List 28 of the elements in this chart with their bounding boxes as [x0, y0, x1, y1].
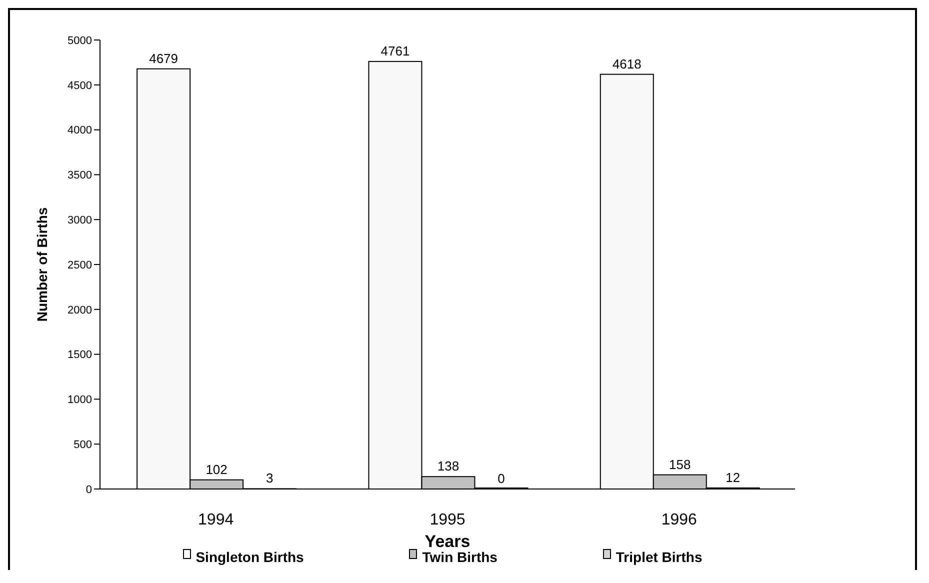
- data-label: 12: [726, 470, 740, 485]
- data-label: 102: [206, 462, 228, 477]
- y-tick-label: 1500: [68, 349, 92, 362]
- y-tick-label: 2500: [68, 259, 92, 272]
- data-label: 3: [266, 470, 274, 486]
- y-axis-title: Number of Births: [34, 207, 50, 322]
- x-axis-title: Years: [424, 532, 470, 551]
- y-tick-label: 4000: [68, 124, 92, 137]
- y-tick-label: 3000: [68, 214, 92, 227]
- data-label: 4761: [380, 43, 410, 58]
- data-label: 138: [437, 458, 460, 474]
- data-label: 158: [669, 456, 691, 472]
- data-label: 4679: [149, 50, 178, 66]
- legend-label: Singleton Births: [194, 549, 304, 565]
- y-tick-label: 1000: [68, 394, 92, 406]
- y-tick-label: 2000: [68, 304, 92, 316]
- x-tick-label: 1994: [198, 511, 234, 528]
- legend-label: Twin Births: [421, 549, 498, 565]
- legend-label: Triplet Births: [614, 549, 702, 565]
- y-tick-label: 0: [86, 484, 92, 496]
- data-label: 0: [498, 471, 505, 486]
- y-tick-label: 4500: [68, 80, 92, 92]
- y-tick-label: 500: [74, 439, 92, 452]
- data-label: 4618: [612, 56, 642, 72]
- x-tick-label: 1995: [430, 511, 466, 528]
- x-tick-label: 1996: [661, 511, 698, 528]
- y-tick-label: 3500: [68, 170, 92, 182]
- y-tick-label: 5000: [68, 34, 92, 47]
